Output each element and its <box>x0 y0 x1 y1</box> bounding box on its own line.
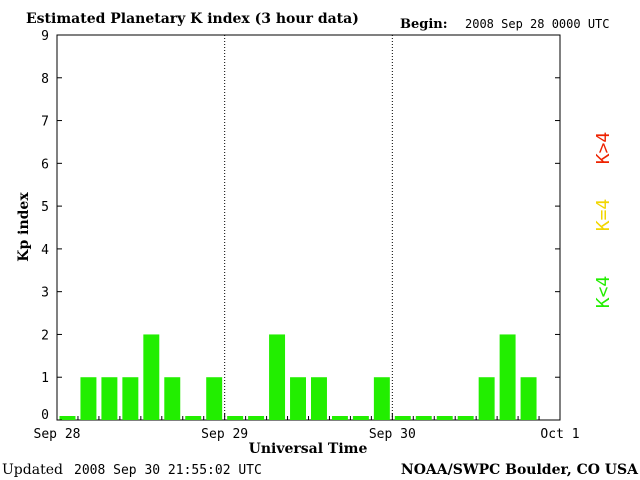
chart-title: Estimated Planetary K index (3 hour data… <box>26 11 359 27</box>
y-tick-label: 4 <box>41 243 49 258</box>
x-tick-label: Sep 29 <box>201 427 248 442</box>
bars <box>59 334 537 420</box>
kp-bar <box>478 377 495 420</box>
updated-value: 2008 Sep 30 21:55:02 UTC <box>74 463 262 478</box>
y-tick-label: 5 <box>41 200 49 215</box>
kp-bar <box>206 377 223 420</box>
x-tick-label: Sep 28 <box>34 427 81 442</box>
kp-bar <box>457 416 474 420</box>
x-axis: Sep 28 Sep 29 Sep 30 Oct 1 <box>34 413 580 442</box>
kp-bar <box>269 334 286 420</box>
kp-bar <box>143 334 160 420</box>
kp-bar <box>290 377 306 420</box>
x-axis-label: Universal Time <box>249 441 368 457</box>
kp-bar <box>80 377 97 420</box>
legend-item-low: K<4 <box>593 276 614 309</box>
kp-bar <box>352 416 369 420</box>
kp-bar <box>122 377 139 420</box>
legend: K>4 K=4 K<4 <box>593 132 614 309</box>
y-tick-label: 8 <box>41 72 49 87</box>
y-tick-label: 6 <box>41 157 49 172</box>
kp-bar <box>415 416 432 420</box>
y-tick-label: 9 <box>41 29 49 44</box>
kp-bar <box>520 377 537 420</box>
legend-item-equal: K=4 <box>593 199 614 232</box>
y-tick-label: 2 <box>41 328 49 343</box>
begin-label: Begin: <box>400 17 448 32</box>
kp-bar <box>394 416 411 420</box>
kp-bar <box>436 416 453 420</box>
kp-bar <box>373 377 390 420</box>
source-credit: NOAA/SWPC Boulder, CO USA <box>401 462 639 478</box>
kp-bar <box>185 416 202 420</box>
y-tick-label: 1 <box>41 371 49 386</box>
kp-bar <box>499 334 516 420</box>
y-tick-label: 0 <box>41 408 49 423</box>
x-tick-label: Oct 1 <box>540 427 579 442</box>
y-tick-label: 7 <box>41 115 49 130</box>
kp-bar <box>248 416 265 420</box>
x-tick-label: Sep 30 <box>369 427 416 442</box>
kp-bar <box>101 377 118 420</box>
y-tick-label: 3 <box>41 286 49 301</box>
kp-bar <box>227 416 244 420</box>
kp-bar <box>311 377 327 420</box>
kp-bar <box>331 416 348 420</box>
updated-label: Updated <box>2 462 63 478</box>
y-axis: 0 1 2 3 4 5 6 7 8 9 <box>41 29 560 423</box>
day-dividers <box>224 35 393 420</box>
y-axis-label: Kp index <box>16 192 32 262</box>
kp-bar <box>59 416 76 420</box>
legend-item-high: K>4 <box>593 132 614 165</box>
kp-bar <box>164 377 181 420</box>
begin-value: 2008 Sep 28 0000 UTC <box>465 17 610 31</box>
